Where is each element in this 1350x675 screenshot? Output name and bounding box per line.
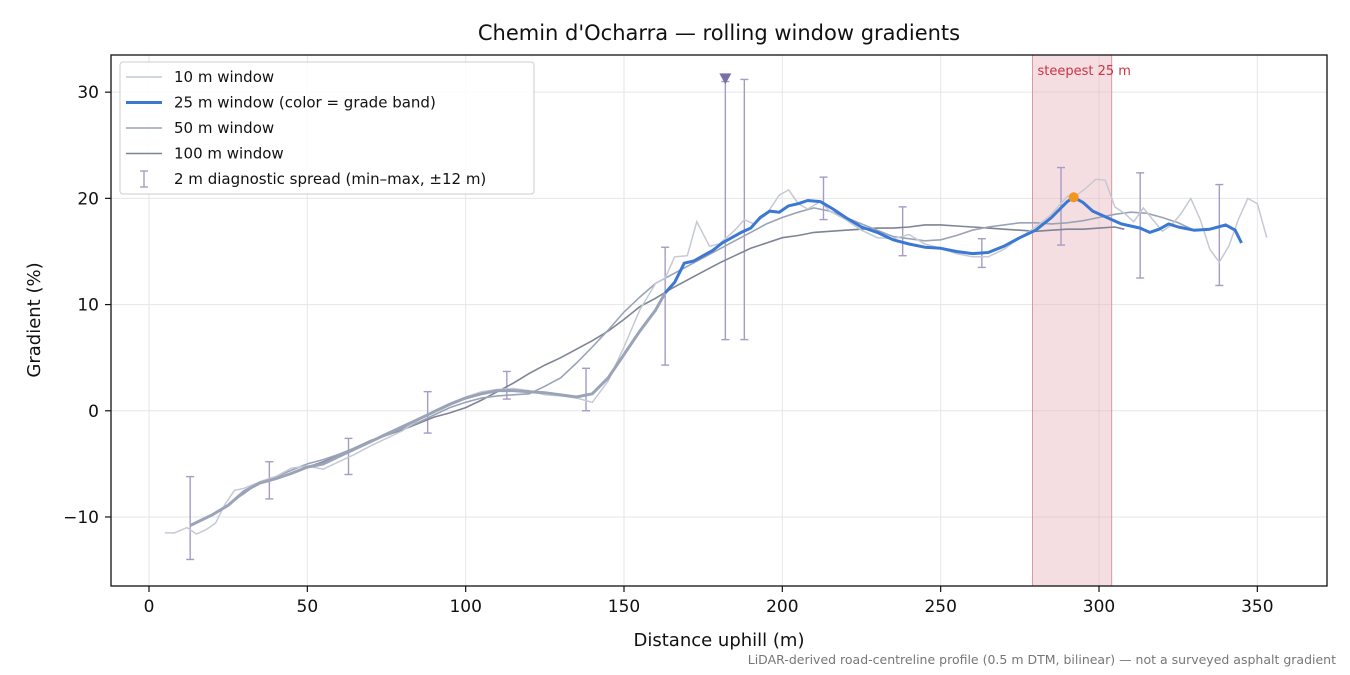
legend-label: 10 m window	[174, 68, 274, 86]
y-tick-label: 30	[77, 83, 99, 103]
x-axis-label: Distance uphill (m)	[634, 630, 805, 651]
chart-title: Chemin d'Ocharra — rolling window gradie…	[478, 21, 960, 45]
error-bar	[582, 367, 590, 412]
error-bar	[721, 80, 730, 341]
footnote: LiDAR-derived road-centreline profile (0…	[748, 652, 1336, 667]
error-bar	[819, 176, 828, 221]
x-tick-label: 350	[1241, 597, 1273, 617]
outlier-triangle-marker	[719, 73, 732, 85]
error-bar	[423, 390, 432, 434]
error-bar	[740, 78, 749, 341]
grid-lines	[111, 55, 1327, 586]
error-bar	[186, 475, 195, 561]
series-25m-line-gray	[189, 292, 667, 527]
axis-ticks: 0 50 100 150 200 250 300 350 −10 0 10 20 30	[63, 83, 1273, 617]
y-axis-label: Gradient (%)	[24, 262, 45, 377]
error-bar	[661, 246, 670, 366]
x-tick-label: 100	[449, 597, 481, 617]
steepest-span-rect	[1032, 54, 1113, 587]
series-lines	[164, 178, 1268, 535]
series-10m-line	[164, 178, 1268, 535]
legend-label: 2 m diagnostic spread (min–max, ±12 m)	[174, 170, 486, 188]
series-25m-line-blue	[664, 195, 1243, 294]
y-tick-label: −10	[63, 508, 99, 528]
legend-box	[119, 61, 535, 195]
legend-entry: 100 m window	[126, 145, 284, 163]
legend-label: 50 m window	[174, 119, 274, 137]
x-tick-label: 200	[766, 597, 798, 617]
x-tick-label: 0	[144, 597, 155, 617]
y-tick-label: 20	[77, 189, 99, 209]
x-tick-label: 300	[1083, 597, 1115, 617]
y-tick-label: 10	[77, 296, 99, 316]
plot-frame	[110, 54, 1328, 587]
error-bar	[1136, 172, 1145, 279]
x-tick-label: 250	[924, 597, 956, 617]
markers	[719, 73, 1079, 203]
series-100m-line	[307, 224, 1125, 468]
error-bar	[898, 206, 907, 257]
legend-entry: 50 m window	[126, 119, 274, 137]
x-tick-label: 150	[608, 597, 640, 617]
legend-label: 100 m window	[174, 145, 284, 163]
legend-entry: 10 m window	[126, 68, 274, 86]
legend-label: 25 m window (color = grade band)	[174, 94, 436, 112]
legend-entry: 25 m window (color = grade band)	[126, 94, 436, 112]
legend-entry: 2 m diagnostic spread (min–max, ±12 m)	[140, 170, 486, 188]
error-bar	[1215, 183, 1224, 287]
x-tick-label: 50	[297, 597, 319, 617]
steepest-span-label: steepest 25 m	[1038, 64, 1131, 79]
steepest-peak-marker	[1068, 192, 1079, 203]
steepest-span-band: steepest 25 m	[1032, 54, 1131, 587]
y-tick-label: 0	[88, 402, 99, 422]
legend: 10 m window 25 m window (color = grade ba…	[119, 61, 535, 195]
error-bars	[186, 78, 1224, 561]
